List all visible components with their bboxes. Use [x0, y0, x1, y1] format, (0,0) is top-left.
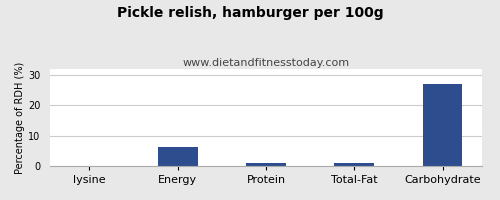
- Title: www.dietandfitnesstoday.com: www.dietandfitnesstoday.com: [182, 58, 350, 68]
- Bar: [158, 147, 198, 166]
- Bar: [246, 163, 286, 166]
- Bar: [422, 84, 463, 166]
- Bar: [334, 163, 374, 166]
- Text: Pickle relish, hamburger per 100g: Pickle relish, hamburger per 100g: [116, 6, 384, 20]
- Y-axis label: Percentage of RDH (%): Percentage of RDH (%): [15, 61, 25, 173]
